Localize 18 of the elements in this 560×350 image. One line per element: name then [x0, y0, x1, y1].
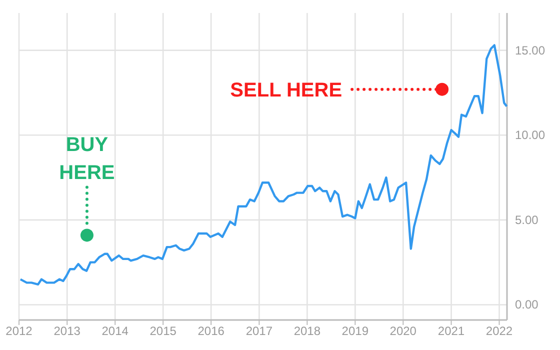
line-series [19, 44, 508, 286]
x-tick-label: 2022 [486, 324, 513, 338]
x-tick-label: 2014 [102, 324, 129, 338]
x-tick-label: 2021 [438, 324, 465, 338]
x-tick-label: 2012 [6, 324, 33, 338]
x-tick-label: 2019 [342, 324, 369, 338]
x-tick-label: 2018 [294, 324, 321, 338]
x-tick-label: 2013 [54, 324, 81, 338]
y-tick-label: 10.00 [515, 128, 546, 142]
annotation: SELL HERE [230, 79, 342, 102]
x-tick-label: 2016 [198, 324, 225, 338]
x-tick-label: 2017 [246, 324, 273, 338]
x-tick-label: 2015 [150, 324, 177, 338]
y-tick-label: 15.00 [515, 43, 546, 58]
annotation: BUY HERE [59, 134, 115, 184]
y-tick-label: 0.00 [515, 298, 539, 312]
x-tick-label: 2020 [390, 324, 417, 338]
y-tick-label: 5.00 [515, 212, 539, 227]
